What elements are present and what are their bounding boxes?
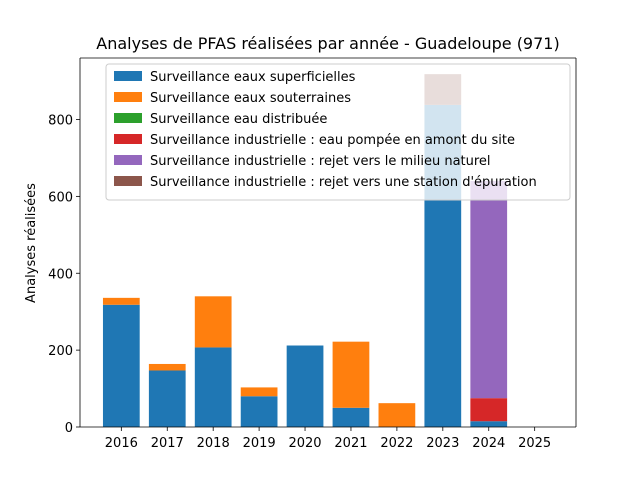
legend-swatch-1 [114,92,142,102]
x-tick-label-2016: 2016 [105,436,138,451]
bar-2022-series-1 [378,403,416,427]
x-tick-label-2018: 2018 [197,436,230,451]
x-tick-label-2022: 2022 [380,436,413,451]
legend-box [105,63,571,201]
legend-label-4: Surveillance industrielle : rejet vers l… [150,154,491,169]
x-tick-label-2019: 2019 [243,436,276,451]
y-tick-label-200: 200 [48,344,73,359]
legend-label-1: Surveillance eaux souterraines [150,91,351,106]
y-axis-label: Analyses réalisées [24,183,39,303]
bar-2017-series-0 [148,370,186,427]
x-tick-label-2020: 2020 [288,436,321,451]
bar-2024-series-3 [470,398,508,422]
x-tick-label-2024: 2024 [472,436,505,451]
legend-label-5: Surveillance industrielle : rejet vers u… [150,175,537,190]
bar-2021-series-1 [332,341,370,408]
bar-2016-series-1 [102,297,140,305]
x-tick-label-2025: 2025 [518,436,551,451]
legend-label-0: Surveillance eaux superficielles [150,70,356,85]
chart-title: Analyses de PFAS réalisées par année - G… [96,34,559,53]
legend-label-3: Surveillance industrielle : eau pompée e… [150,133,515,148]
x-tick-label-2021: 2021 [334,436,367,451]
bar-2018-series-0 [194,347,232,427]
axes-group: 0 200 400 600 800 2016 2017 2018 2019 2020 2021 202… [48,57,577,451]
bar-2016-series-0 [102,304,140,427]
bar-2018-series-1 [194,296,232,348]
legend-swatch-5 [114,176,142,186]
bar-2020-series-0 [286,345,324,427]
bar-2024-series-4 [470,181,508,399]
legend-label-2: Surveillance eau distribuée [150,112,327,127]
bar-2021-series-0 [332,407,370,427]
bar-2019-series-0 [240,396,278,427]
bar-2017-series-1 [148,363,186,371]
x-tick-label-2023: 2023 [426,436,459,451]
legend: Surveillance eaux superficielles Surveill… [105,63,571,201]
bar-2024-series-0 [470,421,508,427]
y-tick-label-400: 400 [48,267,73,282]
legend-swatch-0 [114,71,142,81]
y-tick-label-600: 600 [48,190,73,205]
bar-2019-series-1 [240,387,278,397]
legend-swatch-2 [114,113,142,123]
bars-group [102,74,508,427]
legend-swatch-3 [114,134,142,144]
y-tick-label-800: 800 [48,114,73,129]
legend-swatch-4 [114,155,142,165]
y-tick-label-0: 0 [65,421,73,436]
x-tick-label-2017: 2017 [151,436,184,451]
